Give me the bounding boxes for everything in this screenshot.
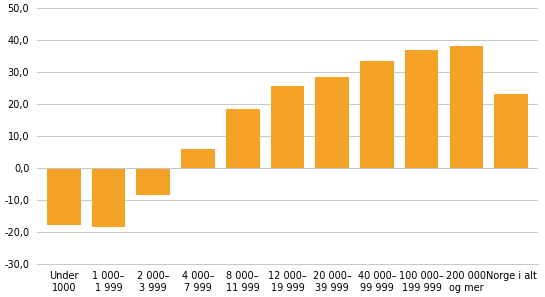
Bar: [450, 47, 483, 168]
Bar: [47, 168, 81, 225]
Bar: [181, 149, 215, 168]
Bar: [494, 94, 528, 168]
Bar: [136, 168, 170, 195]
Bar: [316, 77, 349, 168]
Bar: [360, 61, 393, 168]
Bar: [405, 50, 439, 168]
Bar: [271, 86, 304, 168]
Bar: [226, 109, 259, 168]
Bar: [92, 168, 125, 227]
